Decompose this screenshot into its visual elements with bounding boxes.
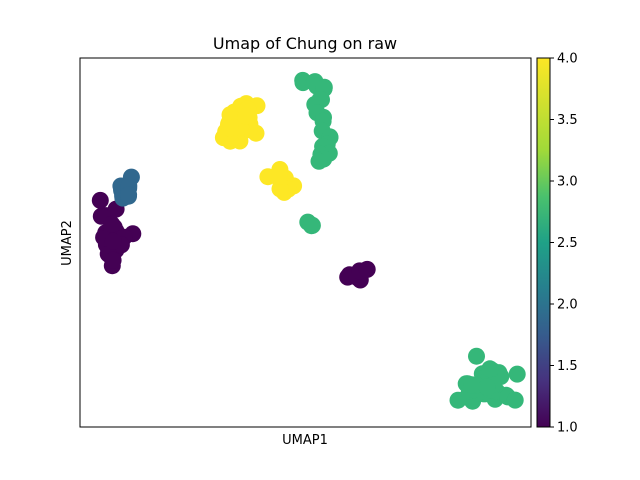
scatter-point-cluster-right-green-32	[449, 391, 467, 409]
scatter-point-cluster-right-green-43	[463, 376, 481, 394]
chart-title: Umap of Chung on raw	[213, 34, 397, 53]
colorbar	[536, 57, 551, 428]
scatter-point-green-arc-21	[310, 152, 328, 170]
colorbar-tick-label-3: 2.5	[557, 236, 578, 251]
colorbar-tick-label-1: 1.5	[557, 359, 578, 374]
colorbar-tick-label-5: 3.5	[557, 113, 578, 128]
scatter-point-cluster-mid-green-small-3	[302, 216, 320, 234]
colorbar-tick-label-0: 1.0	[557, 421, 578, 436]
scatter-point-cluster-yellow-top-39	[237, 107, 255, 125]
scatter-point-cluster-right-green-44	[506, 391, 524, 409]
scatter-point-cluster-yellow-trail-8	[271, 180, 289, 198]
scatter-point-cluster-yellow-trail-9	[270, 167, 288, 185]
colorbar-tick-label-4: 3.0	[557, 175, 578, 190]
scatter-point-cluster-yellow-top-38	[221, 119, 239, 137]
scatter-point-cluster-right-green-8	[468, 347, 485, 365]
scatter-point-cluster-right-green-39	[481, 360, 499, 378]
y-axis-label: UMAP2	[60, 220, 75, 266]
colorbar-tick-label-2: 2.0	[557, 298, 578, 313]
colorbar-ticks: 1.0 1.5 2.0 2.5 3.0 3.5 4.0	[550, 52, 578, 436]
scatter-point-cluster-left-blue-11	[120, 186, 138, 204]
scatter-points	[91, 71, 526, 410]
scatter-point-cluster-left-dark-32	[104, 251, 122, 269]
scatter-point-cluster-left-dark-28	[103, 215, 121, 233]
scatter-point-cluster-left-dark-33	[104, 232, 122, 250]
scatter-point-cluster-center-dark-7	[358, 260, 376, 278]
plot-frame	[79, 57, 532, 428]
scatter-point-cluster-yellow-top-35	[221, 132, 239, 150]
colorbar-tick-label-6: 4.0	[557, 52, 578, 67]
scatter-point-cluster-left-dark-29	[91, 191, 109, 209]
x-axis-label: UMAP1	[282, 433, 328, 448]
scatter-point-cluster-right-green-25	[508, 365, 526, 383]
scatter-point-cluster-right-green-41	[478, 378, 496, 396]
